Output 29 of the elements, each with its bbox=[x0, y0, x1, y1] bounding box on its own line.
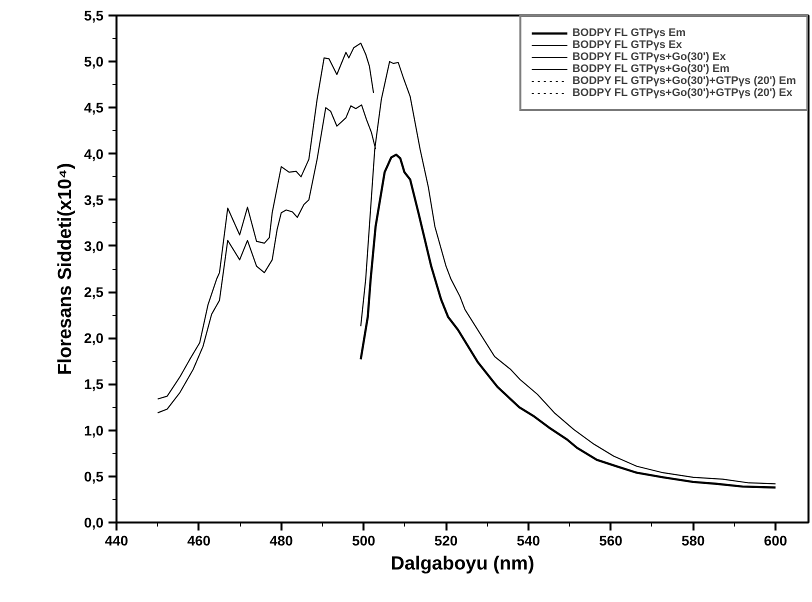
x-tick-label: 540 bbox=[516, 532, 540, 548]
legend-label: BODPY FL GTPγs Em bbox=[572, 27, 686, 39]
x-tick-label: 600 bbox=[764, 532, 788, 548]
legend-label: BODPY FL GTPγs+Go(30') Ex bbox=[572, 51, 726, 63]
y-tick-label: 3,0 bbox=[84, 238, 104, 254]
x-axis-title: Dalgaboyu (nm) bbox=[390, 554, 534, 574]
x-tick-label: 440 bbox=[104, 532, 128, 548]
legend-label: BODPY FL GTPγs+Go(30')+GTPγs (20') Em bbox=[572, 75, 796, 87]
y-axis-title: Floresans Siddeti(x10⁴) bbox=[55, 162, 76, 376]
y-tick-label: 3,5 bbox=[84, 192, 104, 208]
y-tick-label: 1,0 bbox=[84, 422, 104, 438]
x-tick-label: 480 bbox=[270, 532, 294, 548]
y-tick-label: 4,5 bbox=[84, 100, 104, 116]
x-tick-label: 500 bbox=[352, 532, 376, 548]
x-tick-label: 520 bbox=[434, 532, 458, 548]
x-tick-label: 460 bbox=[187, 532, 211, 548]
y-tick-label: 4,0 bbox=[84, 146, 104, 162]
legend-label: BODPY FL GTPγs Ex bbox=[572, 39, 682, 51]
y-tick-label: 2,5 bbox=[84, 284, 104, 300]
y-tick-label: 5,5 bbox=[84, 8, 104, 24]
y-tick-label: 5,0 bbox=[84, 54, 104, 70]
x-tick-label: 560 bbox=[599, 532, 623, 548]
y-tick-label: 1,5 bbox=[84, 376, 104, 392]
y-tick-label: 0,5 bbox=[84, 468, 104, 484]
y-tick-label: 0,0 bbox=[84, 514, 104, 530]
y-tick-label: 2,0 bbox=[84, 330, 104, 346]
legend-label: BODPY FL GTPγs+Go(30')+GTPγs (20') Ex bbox=[572, 87, 792, 99]
legend-label: BODPY FL GTPγs+Go(30') Em bbox=[572, 63, 730, 75]
x-tick-label: 580 bbox=[681, 532, 706, 548]
